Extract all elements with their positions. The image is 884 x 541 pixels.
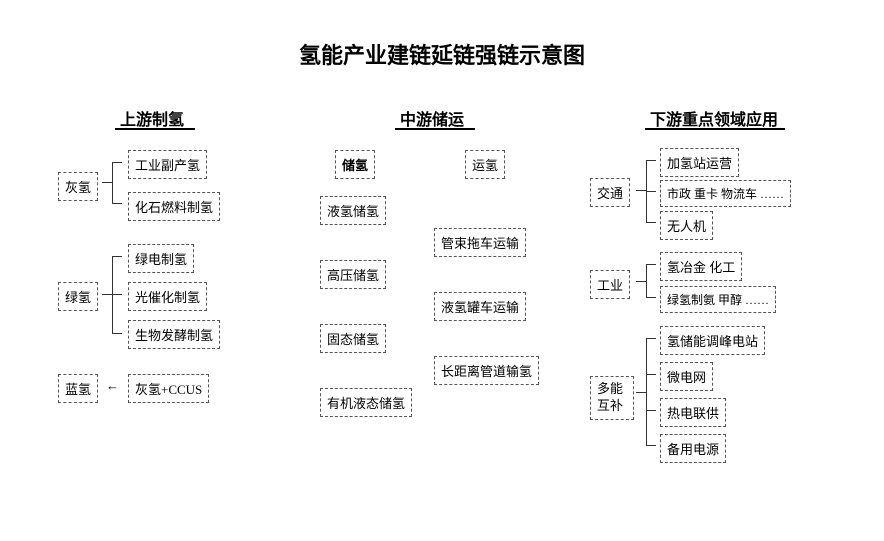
c1-g1-stem [102,182,112,183]
c2-s1-item2: 长距离管道输氢 [434,356,539,385]
c2-s1-label: 运氢 [465,150,505,179]
c1-g1-bracket [112,162,122,204]
c1-g2-item0: 绿电制氢 [128,244,194,273]
c3-g0-stem [636,190,646,191]
c1-g3-label: 蓝氢 [58,374,98,403]
c3-g1-bracket [646,264,656,298]
c3-g2-item3: 备用电源 [660,434,726,463]
c2-s1-item1: 液氢罐车运输 [434,292,526,321]
c1-g1-item1: 化石燃料制氢 [128,192,220,221]
col1-header: 上游制氢 [120,106,184,130]
c3-g0-item0: 加氢站运营 [660,148,739,177]
c1-g2-item2: 生物发酵制氢 [128,320,220,349]
c3-g2-stem [636,392,646,393]
c3-g2-item0: 氢储能调峰电站 [660,326,765,355]
c3-g2-item1: 微电网 [660,362,713,391]
c3-g2-label: 多能互补 [590,376,634,420]
c3-g0-item2: 无人机 [660,211,713,240]
c3-g1-item1: 绿氢制氨 甲醇 …… [660,286,776,313]
c3-g1-item0: 氢冶金 化工 [660,252,742,281]
col2-header: 中游储运 [400,106,464,130]
c3-g1-stem [636,281,646,282]
c1-g2-mid [112,294,122,295]
c2-s0-item1: 高压储氢 [320,260,386,289]
c1-g3-src: 灰氢+CCUS [128,374,209,403]
c3-g0-label: 交通 [590,178,630,207]
c1-g1-label: 灰氢 [58,172,98,201]
col2-underline [395,128,475,130]
diagram-title: 氢能产业建链延链强链示意图 [0,38,884,70]
c2-s0-item3: 有机液态储氢 [320,388,412,417]
c1-g3-arrow: ← [106,378,119,393]
c2-s0-label: 储氢 [335,150,375,179]
c3-g2-bracket [646,338,656,446]
c3-g2-mid2 [646,410,656,411]
col3-header: 下游重点领域应用 [650,106,778,130]
c3-g2-mid1 [646,374,656,375]
c2-s0-item0: 液氢储氢 [320,196,386,225]
c3-g0-item1: 市政 重卡 物流车 …… [660,180,791,207]
c1-g2-stem [102,294,112,295]
c1-g1-item0: 工业副产氢 [128,150,207,179]
c3-g2-item2: 热电联供 [660,398,726,427]
c1-g2-bracket [112,256,122,334]
c1-g2-label: 绿氢 [58,282,98,311]
col3-underline [645,128,785,130]
c3-g0-mid [646,191,656,192]
c3-g1-label: 工业 [590,270,630,299]
c1-g2-item1: 光催化制氢 [128,282,207,311]
c2-s1-item0: 管束拖车运输 [434,228,526,257]
c2-s0-item2: 固态储氢 [320,324,386,353]
col1-underline [115,128,195,130]
